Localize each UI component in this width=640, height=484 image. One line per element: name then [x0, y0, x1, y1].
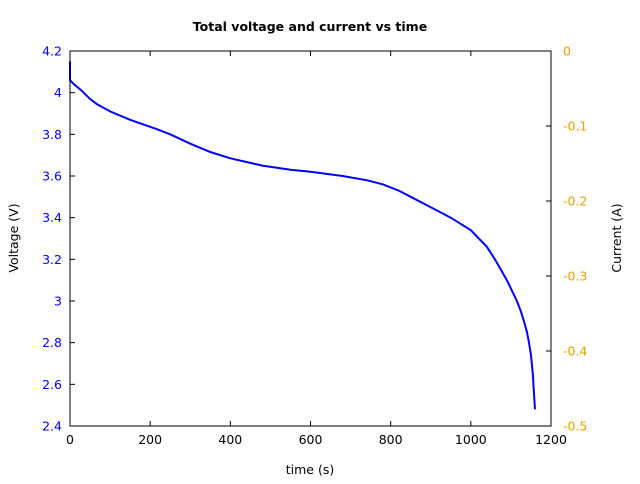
x-tick-label: 600	[299, 432, 323, 447]
y2-tick-label: 0	[563, 44, 571, 59]
y-tick-label: 3	[54, 294, 62, 309]
x-tick-label: 200	[138, 432, 162, 447]
chart-title: Total voltage and current vs time	[193, 19, 427, 34]
y2-tick-label: -0.3	[563, 269, 587, 284]
x-tick-label: 1000	[455, 432, 487, 447]
x-tick-label: 1200	[535, 432, 567, 447]
y-tick-label: 2.6	[42, 377, 62, 392]
y-tick-label: 3.4	[42, 210, 62, 225]
y-tick-label: 3.6	[42, 169, 62, 184]
y-tick-label: 3.8	[42, 127, 62, 142]
y2-axis-label: Current (A)	[609, 203, 624, 272]
y2-tick-label: -0.2	[563, 194, 587, 209]
y-axis-label: Voltage (V)	[6, 203, 21, 272]
y-tick-label: 4.2	[42, 44, 62, 59]
x-tick-label: 0	[66, 432, 74, 447]
x-tick-label: 800	[379, 432, 403, 447]
y2-tick-label: -0.4	[563, 344, 587, 359]
voltage-series-line	[69, 61, 536, 410]
y-tick-label: 3.2	[42, 252, 62, 267]
y-tick-label: 4	[54, 85, 62, 100]
x-tick-label: 400	[218, 432, 242, 447]
plot-frame	[69, 50, 552, 427]
y2-tick-label: -0.1	[563, 119, 587, 134]
x-axis-label: time (s)	[286, 462, 334, 477]
y-tick-label: 2.8	[42, 335, 62, 350]
y-tick-label: 2.4	[42, 419, 62, 434]
y2-tick-label: -0.5	[563, 419, 587, 434]
